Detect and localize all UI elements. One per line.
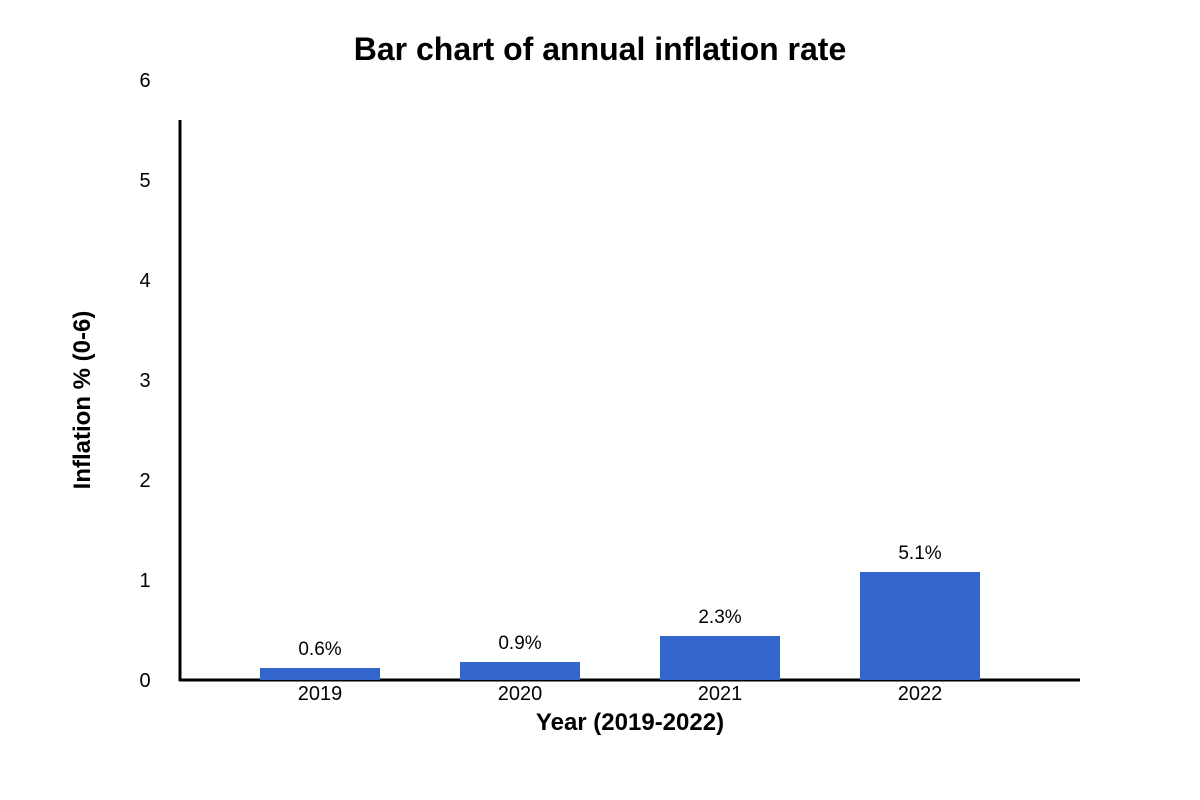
- y-tick-label: 6: [139, 70, 150, 92]
- bar-2019: [260, 668, 380, 680]
- data-label-2020: 0.9%: [498, 633, 541, 654]
- y-axis-label: Inflation % (0-6): [69, 311, 96, 490]
- y-tick-label: 5: [139, 170, 150, 192]
- x-tick-label-2020: 2020: [498, 683, 543, 705]
- bar-2022: [860, 572, 980, 680]
- y-tick-label: 0: [139, 670, 150, 692]
- bar-2020: [460, 662, 580, 680]
- data-label-2021: 2.3%: [698, 607, 741, 628]
- y-tick-label: 3: [139, 370, 150, 392]
- chart-title: Bar chart of annual inflation rate: [354, 31, 847, 67]
- x-tick-label-2021: 2021: [698, 683, 743, 705]
- x-axis-tick-labels: 2019 2020 2021 2022: [298, 683, 943, 705]
- y-tick-label: 1: [139, 570, 150, 592]
- x-tick-label-2019: 2019: [298, 683, 343, 705]
- bar-2021: [660, 636, 780, 680]
- y-axis-tick-labels: 0 1 2 3 4 5 6: [139, 70, 150, 692]
- data-label-2022: 5.1%: [898, 543, 941, 564]
- y-tick-label: 2: [139, 470, 150, 492]
- x-axis-label: Year (2019-2022): [536, 709, 724, 736]
- x-tick-label-2022: 2022: [898, 683, 943, 705]
- y-tick-label: 4: [139, 270, 150, 292]
- bar-data-labels: 0.6% 0.9% 2.3% 5.1%: [298, 543, 941, 660]
- bar-series: [260, 572, 980, 680]
- data-label-2019: 0.6%: [298, 639, 341, 660]
